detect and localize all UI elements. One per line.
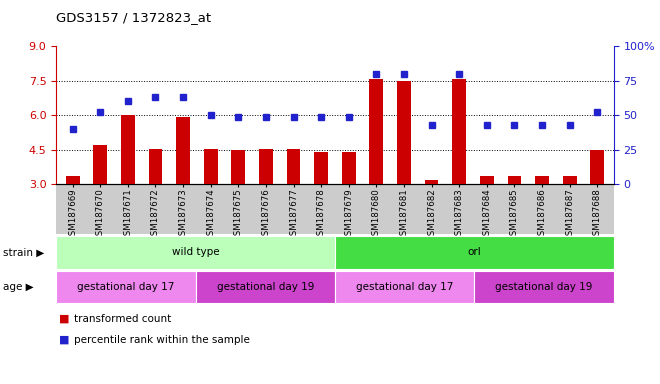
Text: strain ▶: strain ▶ [3, 247, 44, 258]
Text: GDS3157 / 1372823_at: GDS3157 / 1372823_at [56, 12, 211, 25]
Text: gestational day 19: gestational day 19 [216, 282, 314, 292]
Bar [204, 149, 218, 184]
Text: age ▶: age ▶ [3, 282, 34, 292]
Bar [563, 176, 577, 184]
Text: percentile rank within the sample: percentile rank within the sample [74, 335, 249, 345]
Bar [480, 176, 494, 184]
Bar [452, 79, 466, 184]
Bar [66, 176, 80, 184]
Bar [176, 117, 190, 184]
Text: gestational day 17: gestational day 17 [77, 282, 174, 292]
Text: gestational day 19: gestational day 19 [496, 282, 593, 292]
Text: orl: orl [467, 247, 481, 258]
Text: gestational day 17: gestational day 17 [356, 282, 453, 292]
Bar [314, 152, 328, 184]
Bar [121, 115, 135, 184]
Bar [232, 150, 246, 184]
Bar [259, 149, 273, 184]
Text: ■: ■ [59, 314, 70, 324]
Text: transformed count: transformed count [74, 314, 171, 324]
Bar [370, 79, 383, 184]
Bar [93, 145, 107, 184]
Bar [590, 150, 604, 184]
Text: ■: ■ [59, 335, 70, 345]
Bar [508, 176, 521, 184]
Text: wild type: wild type [172, 247, 219, 258]
Bar [397, 81, 411, 184]
Bar [535, 176, 549, 184]
Bar [148, 149, 162, 184]
Bar [424, 180, 438, 184]
Bar [342, 152, 356, 184]
Bar [286, 149, 300, 184]
